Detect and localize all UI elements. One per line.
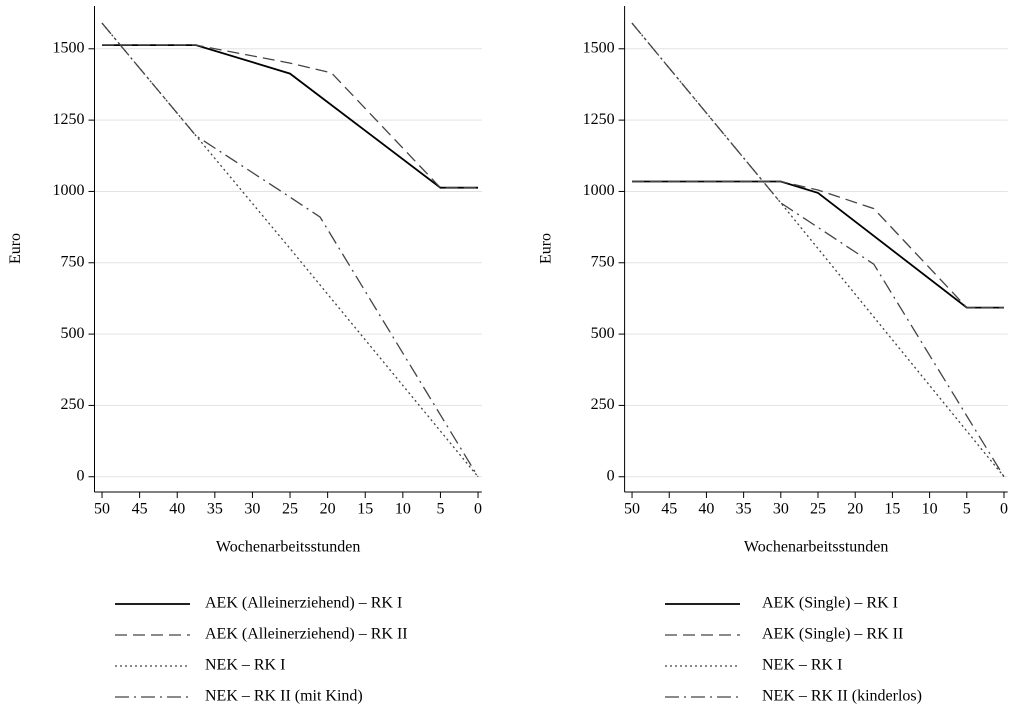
x-tick-label: 40 bbox=[169, 501, 185, 518]
x-tick-label: 5 bbox=[963, 501, 971, 518]
y-tick-label: 1250 bbox=[583, 111, 615, 128]
x-tick-label: 5 bbox=[436, 501, 444, 518]
x-tick-label: 45 bbox=[661, 501, 677, 518]
y-tick-label: 250 bbox=[591, 396, 615, 413]
series-line bbox=[101, 22, 479, 478]
legend-label: AEK (Alleinerziehend) – RK I bbox=[205, 595, 402, 612]
x-tick-label: 45 bbox=[132, 501, 148, 518]
legend-label: AEK (Single) – RK I bbox=[762, 595, 898, 612]
series-line bbox=[101, 22, 479, 478]
x-tick-label: 50 bbox=[94, 501, 110, 518]
x-tick-label: 0 bbox=[1000, 501, 1008, 518]
y-tick-label: 0 bbox=[607, 467, 615, 484]
y-tick-label: 500 bbox=[591, 325, 615, 342]
x-tick-label: 20 bbox=[320, 501, 336, 518]
legend-label: NEK – RK II (kinderlos) bbox=[762, 688, 922, 705]
x-axis-label: Wochenarbeitsstunden bbox=[216, 539, 360, 556]
y-tick-label: 0 bbox=[77, 467, 85, 484]
x-tick-label: 25 bbox=[810, 501, 826, 518]
y-tick-label: 1250 bbox=[53, 111, 85, 128]
x-tick-label: 40 bbox=[698, 501, 714, 518]
series-line bbox=[102, 44, 478, 189]
legend-label: AEK (Single) – RK II bbox=[762, 626, 903, 643]
x-tick-label: 35 bbox=[736, 501, 752, 518]
legend-label: NEK – RK II (mit Kind) bbox=[205, 688, 363, 705]
x-tick-label: 30 bbox=[773, 501, 789, 518]
y-tick-label: 1500 bbox=[583, 39, 615, 56]
x-tick-label: 25 bbox=[282, 501, 298, 518]
x-tick-label: 20 bbox=[847, 501, 863, 518]
x-tick-label: 15 bbox=[357, 501, 373, 518]
y-tick-label: 1000 bbox=[53, 182, 85, 199]
y-tick-label: 750 bbox=[61, 253, 85, 270]
x-tick-label: 0 bbox=[474, 501, 482, 518]
series-line bbox=[102, 44, 478, 189]
x-tick-label: 30 bbox=[244, 501, 260, 518]
x-tick-label: 15 bbox=[884, 501, 900, 518]
y-tick-label: 1000 bbox=[583, 182, 615, 199]
x-tick-label: 50 bbox=[624, 501, 640, 518]
x-axis-label: Wochenarbeitsstunden bbox=[744, 539, 888, 556]
y-axis-label: Euro bbox=[537, 233, 554, 264]
series-line bbox=[632, 180, 1004, 309]
x-tick-label: 10 bbox=[922, 501, 938, 518]
series-line bbox=[631, 22, 1005, 478]
y-tick-label: 500 bbox=[61, 325, 85, 342]
x-tick-label: 10 bbox=[395, 501, 411, 518]
x-tick-label: 35 bbox=[207, 501, 223, 518]
legend-label: NEK – RK I bbox=[205, 657, 285, 674]
y-tick-label: 1500 bbox=[53, 39, 85, 56]
legend-label: NEK – RK I bbox=[762, 657, 842, 674]
y-tick-label: 250 bbox=[61, 396, 85, 413]
y-axis-label: Euro bbox=[7, 233, 24, 264]
legend-label: AEK (Alleinerziehend) – RK II bbox=[205, 626, 408, 643]
series-line bbox=[632, 180, 1004, 309]
y-tick-label: 750 bbox=[591, 253, 615, 270]
